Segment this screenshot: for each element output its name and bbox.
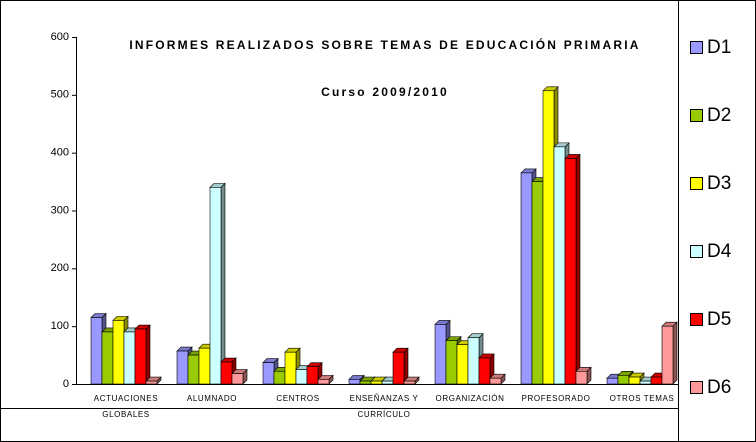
x-tick-label: OTROS TEMAS <box>609 394 675 403</box>
bar-front <box>434 324 447 385</box>
bar-front <box>520 172 533 385</box>
bar-front <box>306 366 319 385</box>
bar-front <box>295 369 308 385</box>
x-tick-label: ALUMNADO <box>186 394 238 403</box>
bar-front <box>617 375 630 385</box>
bar-front <box>478 357 491 385</box>
legend-swatch <box>690 245 703 258</box>
bar <box>403 376 420 385</box>
chart-title-box: INFORMES REALIZADOS SOBRE TEMAS DE EDUCA… <box>129 38 641 52</box>
bar-front <box>262 362 275 385</box>
bar-front <box>661 325 674 385</box>
bar-front <box>403 380 416 385</box>
x-tick-label-box: OTROS TEMAS <box>609 394 675 403</box>
bar-side <box>145 324 151 385</box>
bar-front <box>553 146 566 385</box>
legend: D1 D2 D3 D4 D5 D6 <box>690 37 732 398</box>
legend-label: D3 <box>707 173 731 194</box>
legend-swatch <box>690 177 703 190</box>
bar-front <box>456 344 469 385</box>
y-tick-label: 100 <box>51 320 69 332</box>
y-tick-label: 500 <box>51 89 69 101</box>
bar <box>134 324 151 385</box>
bar-front <box>209 187 222 385</box>
bar-front <box>381 380 394 385</box>
legend-swatch <box>690 109 703 122</box>
x-tick-label-box: ACTUACIONES GLOBALES <box>93 394 159 419</box>
legend-swatch <box>690 381 703 394</box>
bar-front <box>220 361 233 385</box>
bar-front <box>467 337 480 385</box>
x-tick-label: CENTROS <box>276 394 320 403</box>
bar-front <box>359 380 372 385</box>
chart-title: INFORMES REALIZADOS SOBRE TEMAS DE EDUCA… <box>129 38 641 52</box>
bar-front <box>273 370 286 385</box>
bar-front <box>392 351 405 385</box>
bar-front <box>628 376 641 385</box>
bar <box>392 347 409 385</box>
bar-front <box>542 90 555 385</box>
bar-front <box>134 328 147 385</box>
bar <box>231 368 248 385</box>
bar-front <box>112 320 125 385</box>
bar-front <box>145 380 158 385</box>
bar-front <box>176 350 189 385</box>
bar <box>489 373 506 385</box>
bar-side <box>575 153 581 385</box>
y-tick-label: 600 <box>51 31 69 43</box>
bar <box>145 376 162 385</box>
bar-front <box>606 377 619 385</box>
x-tick-label-box: PROFESORADO <box>521 394 591 403</box>
legend-label: D6 <box>707 377 731 398</box>
bar <box>661 321 678 385</box>
bar <box>575 366 592 385</box>
bar <box>209 182 226 385</box>
x-tick-label-box: CENTROS <box>276 394 320 403</box>
bar-front <box>575 370 588 385</box>
legend-label: D4 <box>707 241 732 262</box>
bar-front <box>284 351 297 385</box>
bar <box>564 153 581 385</box>
bar-front <box>639 380 652 385</box>
bar-front <box>123 331 136 385</box>
chart-subtitle: Curso 2009/2010 <box>321 85 449 99</box>
bar-front <box>90 317 103 385</box>
bar-front <box>348 379 361 385</box>
legend-label: D1 <box>707 37 731 58</box>
y-tick-label: 200 <box>51 262 69 274</box>
x-tick-label-box: ALUMNADO <box>186 394 238 403</box>
y-tick-label: 300 <box>51 204 69 216</box>
bar-front <box>187 354 200 385</box>
x-tick-label-box: ORGANIZACIÓN <box>435 394 505 403</box>
bar-front <box>231 373 244 385</box>
bar-side <box>672 321 678 385</box>
x-tick-label-box: ENSEÑANZAS Y CURRÍCULO <box>349 394 419 419</box>
bar-front <box>531 181 544 385</box>
bar-front <box>198 347 211 385</box>
bar-front <box>445 340 458 385</box>
legend-label: D5 <box>707 309 731 330</box>
y-tick-label: 0 <box>63 378 69 390</box>
bar-front <box>370 380 383 385</box>
bar <box>317 374 334 385</box>
bar-front <box>101 331 114 385</box>
x-tick-label: PROFESORADO <box>521 394 591 403</box>
legend-swatch <box>690 41 703 54</box>
bar-front <box>564 158 577 385</box>
x-tick-label: ENSEÑANZAS Y CURRÍCULO <box>349 394 419 419</box>
bar-front <box>317 379 330 385</box>
plot: 0 100 200 300 400 500 600 INFORMES REALIZADOS S… <box>51 31 678 419</box>
bar-front <box>489 377 502 385</box>
x-tick-label: ORGANIZACIÓN <box>435 394 505 403</box>
legend-label: D2 <box>707 105 731 126</box>
chart-subtitle-box: Curso 2009/2010 <box>321 85 449 99</box>
bar <box>478 353 495 385</box>
legend-swatch <box>690 313 703 326</box>
x-tick-label: ACTUACIONES GLOBALES <box>93 394 159 419</box>
y-tick-label: 400 <box>51 147 69 159</box>
bar-side <box>220 182 226 385</box>
bar-front <box>650 376 663 385</box>
